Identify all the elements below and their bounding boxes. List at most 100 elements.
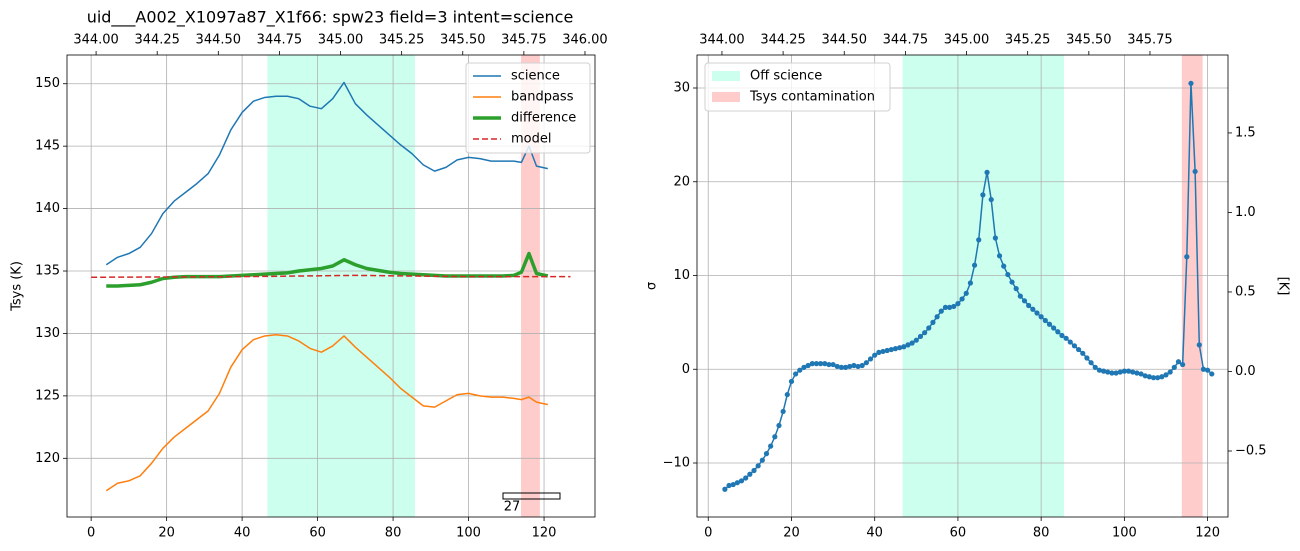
data-point (730, 481, 736, 488)
data-point (1163, 372, 1169, 378)
span (902, 55, 1065, 517)
legend-box (465, 62, 591, 154)
y2-tick-label: 0.5 (1235, 284, 1256, 299)
data-point (1205, 367, 1211, 373)
data-point (726, 482, 732, 489)
data-point (1117, 369, 1123, 375)
data-point (1142, 373, 1148, 379)
y2-tick-label: 1.0 (1235, 205, 1256, 220)
data-point (1063, 335, 1069, 341)
x-tick-label: 40 (866, 526, 883, 541)
y-tick-label: 130 (35, 326, 60, 341)
x-tick-label: 80 (385, 526, 402, 541)
data-point (1109, 370, 1115, 376)
data-point (1146, 374, 1152, 380)
data-point (1196, 342, 1202, 348)
legend-label: model (511, 132, 551, 147)
data-point (888, 346, 894, 353)
data-point (913, 337, 919, 343)
x-tick-label: 120 (1195, 526, 1220, 541)
x-tick-label: 100 (456, 526, 481, 541)
legend-label: science (511, 69, 560, 84)
x2-tick-label: 344.75 (883, 33, 929, 48)
data-point (905, 342, 911, 348)
data-point (892, 346, 899, 352)
x2-tick-label: 346.00 (562, 33, 608, 48)
data-point (780, 408, 786, 415)
x2-tick-label: 344.75 (257, 33, 303, 48)
x2-tick-label: 344.50 (196, 33, 242, 48)
data-point (738, 478, 745, 484)
data-point (897, 345, 903, 351)
plots: 0 20 40 60 80 100 120120125130135140145150344.… (35, 33, 1266, 541)
legend-swatch (712, 71, 740, 81)
series-line (105, 333, 548, 492)
y-axis-label: σ (645, 282, 660, 290)
data-point (951, 303, 957, 310)
data-point (1080, 350, 1086, 356)
data-point (1192, 168, 1198, 175)
data-point (838, 364, 845, 370)
data-point (863, 360, 869, 366)
data-point (1026, 302, 1032, 309)
data-point (776, 422, 782, 429)
data-point (946, 304, 953, 310)
data-point (859, 362, 865, 369)
y-tick-label: 125 (35, 388, 60, 403)
data-point (842, 364, 849, 370)
y-tick-label: 135 (35, 264, 60, 279)
data-point (1005, 271, 1011, 278)
data-point (1038, 314, 1044, 320)
chart-title: uid___A002_X1097a87_X1f66: spw23 field=3… (87, 8, 574, 28)
data-point (963, 290, 969, 296)
data-point (884, 347, 890, 354)
data-point (1055, 329, 1061, 335)
y-tick-label: −10 (663, 456, 690, 471)
data-point (880, 348, 886, 355)
data-point (1088, 360, 1094, 366)
x2-tick-label: 344.00 (699, 33, 745, 48)
data-point (1105, 369, 1111, 375)
data-point (1180, 361, 1186, 368)
data-point (847, 363, 853, 370)
data-point (1171, 364, 1177, 370)
y-tick-label: 30 (673, 81, 690, 96)
legend-swatch (712, 92, 740, 102)
data-point (1076, 346, 1082, 353)
x-tick-label: 60 (950, 526, 967, 541)
y-tick-label: 20 (673, 174, 690, 189)
x-tick-label: 20 (783, 526, 800, 541)
data-point (1150, 375, 1157, 381)
data-point (876, 349, 882, 355)
series-line (91, 274, 571, 279)
data-point (809, 361, 815, 367)
annotation: 27 (504, 500, 521, 515)
annotation-box (502, 492, 561, 500)
data-point (971, 262, 978, 268)
x2-tick-label: 344.50 (821, 33, 867, 48)
data-point (797, 367, 803, 373)
data-point (942, 304, 949, 310)
data-point (1184, 254, 1190, 260)
data-point (1100, 368, 1107, 374)
axes-frame (66, 54, 596, 518)
x2-tick-label: 345.25 (1005, 33, 1051, 48)
data-point (743, 475, 749, 481)
data-point (909, 340, 915, 346)
data-point (1092, 364, 1098, 370)
data-point (1059, 332, 1065, 339)
y2-tick-label: 0.0 (1235, 364, 1256, 379)
data-point (926, 325, 932, 331)
data-point (1159, 374, 1165, 380)
data-point (1125, 368, 1132, 374)
data-point (1096, 367, 1103, 373)
data-point (1175, 359, 1182, 365)
data-point (980, 192, 986, 198)
data-point (1130, 369, 1136, 375)
y-tick-label: 10 (673, 268, 690, 283)
data-point (855, 363, 861, 370)
x-tick-label: 120 (532, 526, 557, 541)
y-tick-label: 120 (35, 451, 60, 466)
data-point (992, 235, 998, 241)
data-point (872, 352, 878, 358)
